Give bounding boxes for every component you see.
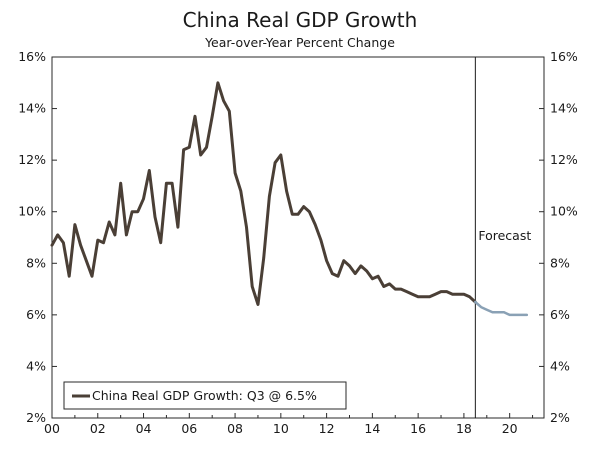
y-axis-left: 2% 4% 6% 8% 10% 12% 14% 16% [18,49,57,425]
chart-title: China Real GDP Growth [183,8,418,32]
legend: China Real GDP Growth: Q3 @ 6.5% [63,381,347,410]
x-tick-label: 04 [136,421,152,436]
forecast-label: Forecast [478,228,531,243]
legend-box [63,381,347,410]
y-tick-left-label: 6% [26,307,46,322]
y-tick-left-label: 2% [26,410,46,425]
y-tick-left-label: 14% [18,101,46,116]
x-tick-label: 16 [410,421,426,436]
x-tick-label: 20 [502,421,518,436]
series-group [50,81,529,317]
y-tick-right-label: 6% [550,307,570,322]
x-tick-label: 06 [181,421,197,436]
chart-subtitle: Year-over-Year Percent Change [204,35,395,50]
x-tick-label: 08 [227,421,243,436]
series-line-gdp-growth [50,81,477,306]
y-axis-right: 2% 4% 6% 8% 10% 12% 14% 16% [539,49,578,425]
x-tick-label: 14 [364,421,380,436]
legend-label: China Real GDP Growth: Q3 @ 6.5% [92,388,317,403]
y-tick-left-label: 4% [26,358,46,373]
y-tick-left-label: 8% [26,255,46,270]
y-tick-right-label: 12% [550,152,578,167]
x-tick-label: 02 [90,421,106,436]
x-tick-label: 10 [273,421,289,436]
x-tick-label: 18 [456,421,472,436]
plot-area [51,56,545,419]
x-axis: 00 02 04 06 08 10 12 14 16 18 20 [44,413,534,436]
series-line-forecast [474,300,529,317]
y-tick-right-label: 4% [550,358,570,373]
y-tick-right-label: 2% [550,410,570,425]
y-tick-left-label: 10% [18,204,46,219]
y-tick-right-label: 8% [550,255,570,270]
y-tick-right-label: 16% [550,49,578,64]
x-tick-label: 12 [319,421,335,436]
y-tick-right-label: 10% [550,204,578,219]
y-tick-left-label: 12% [18,152,46,167]
y-tick-left-label: 16% [18,49,46,64]
x-tick-label: 00 [44,421,60,436]
y-tick-right-label: 14% [550,101,578,116]
